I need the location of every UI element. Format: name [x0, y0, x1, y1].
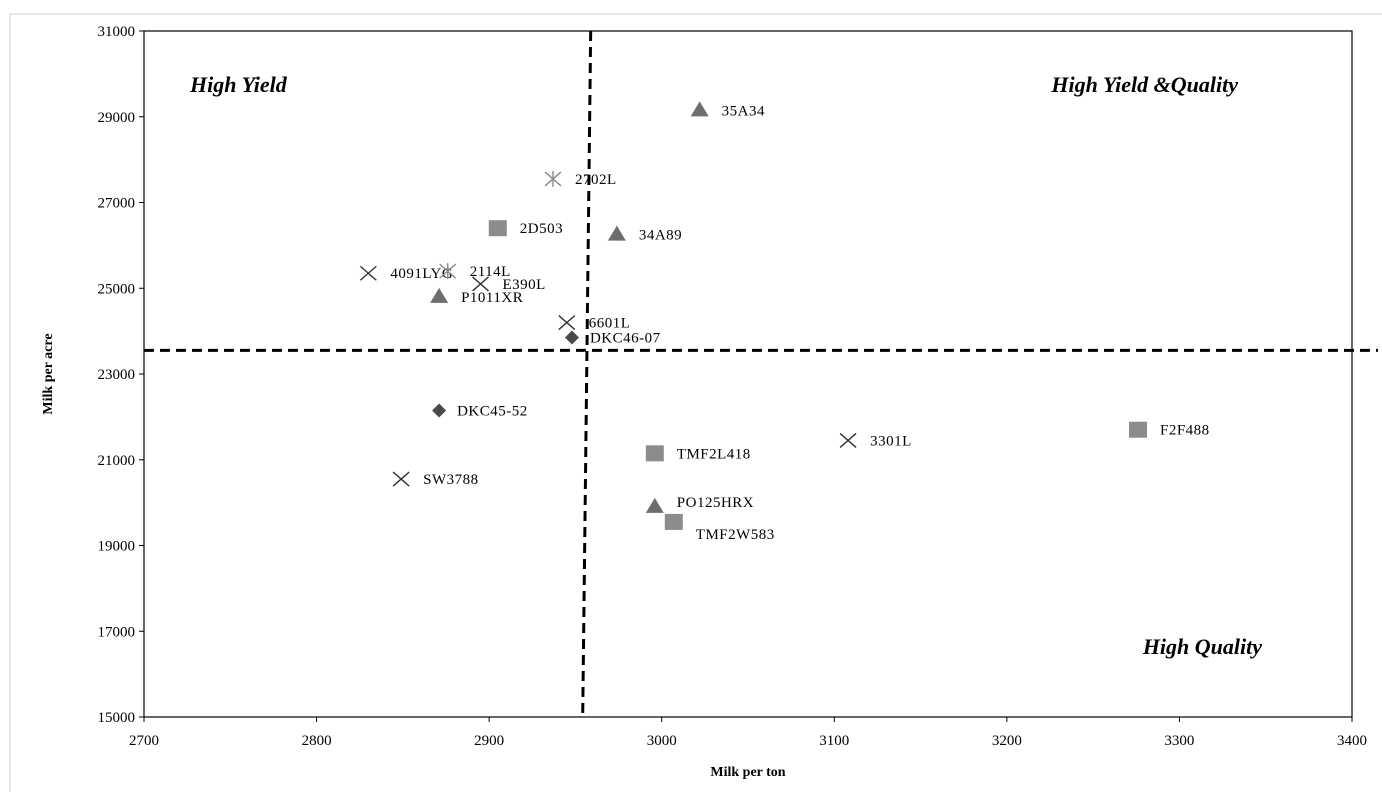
- y-tick-label: 17000: [98, 624, 136, 640]
- x-tick-label: 3100: [819, 733, 849, 749]
- triangle-marker: [690, 101, 709, 117]
- data-point: 2702L: [544, 170, 617, 188]
- data-point: 3301L: [839, 432, 912, 449]
- point-label: 2702L: [575, 172, 617, 188]
- data-point: 4091LYG: [359, 265, 453, 282]
- square-marker: [1129, 421, 1148, 438]
- data-point: P1011XR: [430, 287, 523, 306]
- point-label: DKC45-52: [457, 403, 528, 419]
- point-label: E390L: [503, 277, 546, 293]
- point-label: 34A89: [639, 228, 682, 244]
- data-point: 6601L: [558, 315, 631, 332]
- y-tick-label: 29000: [98, 110, 136, 126]
- x-marker: [839, 432, 857, 448]
- x-tick-label: 2700: [129, 733, 159, 749]
- diamond-marker: [564, 330, 579, 345]
- point-label: 35A34: [722, 103, 765, 119]
- quadrant-label-high-yield-quality: High Yield &Quality: [1050, 72, 1238, 97]
- point-label: TMF2L418: [677, 446, 751, 462]
- x-tick-label: 3200: [992, 733, 1022, 749]
- point-label: P1011XR: [461, 290, 523, 306]
- point-label: DKC46-07: [590, 331, 661, 347]
- axis-ticks: 2700 2800 2900 3000 3100 3200 3300 3400 15000 170…: [98, 24, 1368, 749]
- point-label: 2114L: [470, 264, 511, 280]
- triangle-marker: [607, 225, 626, 241]
- x-marker: [472, 276, 489, 292]
- point-label: 3301L: [870, 433, 912, 449]
- plot-area: [143, 30, 1353, 718]
- data-point: SW3788: [392, 471, 479, 488]
- square-marker: [488, 220, 507, 237]
- vertical-reference-line: [581, 30, 593, 718]
- y-tick-label: 31000: [98, 24, 136, 40]
- point-label: PO125HRX: [677, 495, 754, 511]
- x-tick-label: 3000: [647, 733, 677, 749]
- point-label: 2D503: [520, 221, 563, 237]
- data-point: TMF2W583: [664, 513, 775, 543]
- data-points: 35A34 2702L 2D503 34A89 4091LYG 2114LE390LP10…: [359, 101, 1210, 543]
- x-tick-label: 2800: [302, 733, 332, 749]
- reference-lines: [144, 30, 1378, 718]
- x-axis-title: Milk per ton: [710, 765, 785, 780]
- y-axis-title: Milk per acre: [41, 333, 56, 414]
- data-point: DKC45-52: [432, 403, 528, 419]
- data-point: 35A34: [690, 101, 765, 119]
- y-tick-label: 23000: [98, 367, 136, 383]
- asterisk-marker: [439, 263, 457, 280]
- x-marker: [558, 315, 576, 331]
- data-point: 2D503: [488, 220, 563, 237]
- diamond-marker: [432, 403, 447, 418]
- y-tick-label: 27000: [98, 196, 136, 212]
- data-point: PO125HRX: [645, 495, 754, 513]
- asterisk-marker: [544, 170, 562, 187]
- data-point: 34A89: [607, 225, 682, 244]
- point-label: F2F488: [1160, 423, 1210, 439]
- x-tick-label: 3400: [1337, 733, 1367, 749]
- point-label: 4091LYG: [390, 266, 453, 282]
- point-label: TMF2W583: [696, 527, 775, 543]
- point-label: 6601L: [589, 316, 631, 332]
- y-tick-label: 15000: [98, 710, 136, 726]
- data-point: E390L: [472, 276, 546, 293]
- x-tick-label: 3300: [1164, 733, 1194, 749]
- y-tick-label: 19000: [98, 539, 136, 555]
- x-marker: [359, 265, 377, 281]
- x-tick-label: 2900: [474, 733, 504, 749]
- point-label: SW3788: [423, 472, 479, 488]
- data-point: TMF2L418: [645, 445, 751, 462]
- data-point: 2114L: [439, 263, 511, 280]
- triangle-marker: [645, 497, 664, 513]
- quadrant-label-high-yield: High Yield: [189, 72, 288, 97]
- square-marker: [664, 513, 683, 530]
- y-tick-label: 25000: [98, 281, 136, 297]
- data-point: F2F488: [1129, 421, 1210, 439]
- quadrant-labels: High Yield High Yield &Quality High Qual…: [189, 72, 1262, 659]
- square-marker: [645, 445, 664, 462]
- x-marker: [392, 471, 410, 487]
- y-tick-label: 21000: [98, 453, 136, 469]
- quadrant-label-high-quality: High Quality: [1142, 634, 1262, 659]
- triangle-marker: [430, 287, 449, 303]
- data-point: DKC46-07: [564, 330, 661, 347]
